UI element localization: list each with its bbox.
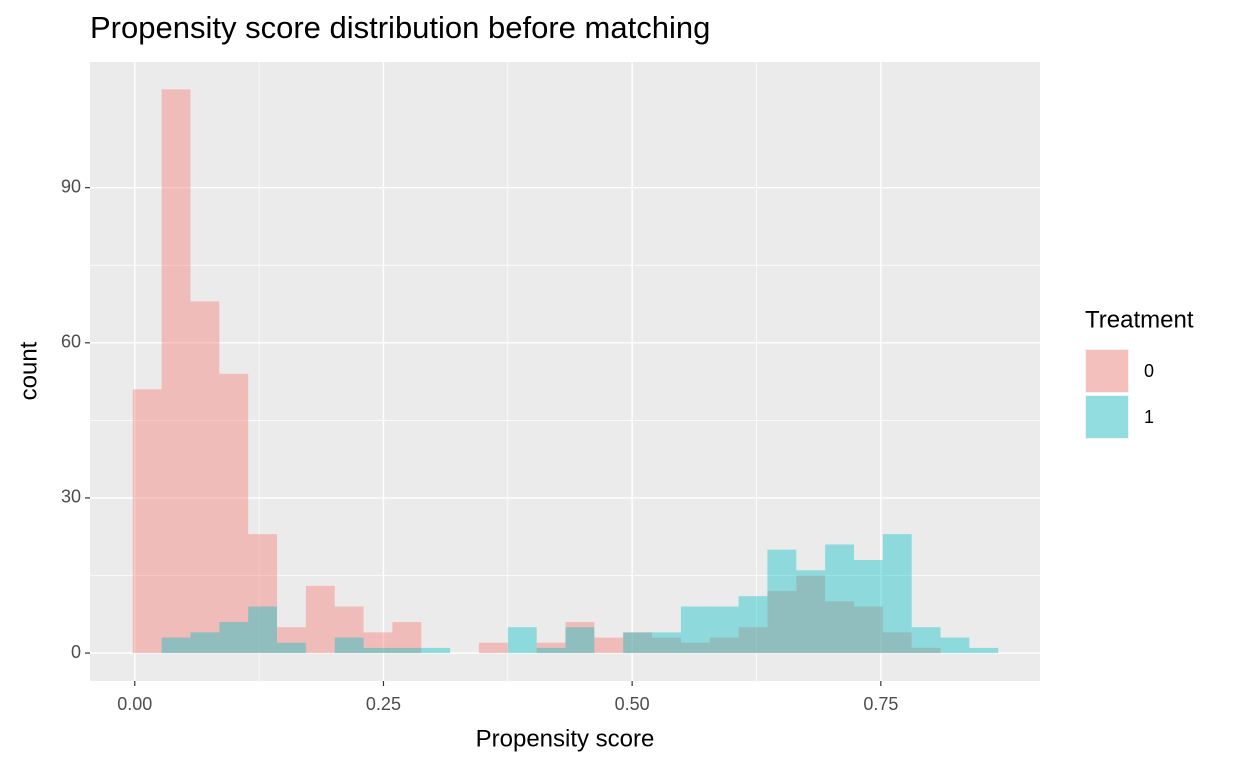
histogram-bar [161, 89, 191, 654]
legend-label: 0 [1144, 361, 1154, 381]
y-tick-label: 0 [71, 642, 81, 662]
histogram-bar [334, 637, 364, 654]
histogram-bar [882, 632, 912, 654]
histogram-bar [969, 647, 999, 654]
x-tick-label: 0.00 [117, 694, 152, 714]
histogram-bar [565, 627, 595, 654]
histogram-bar [161, 637, 191, 654]
legend-key-bg [1085, 395, 1129, 439]
histogram-bar [421, 647, 451, 654]
histogram-bar [507, 627, 537, 654]
histogram-bar [248, 534, 278, 654]
histogram-bar [911, 627, 941, 654]
chart-title: Propensity score distribution before mat… [90, 10, 710, 45]
histogram-bar [536, 647, 566, 654]
histogram-bar [623, 632, 653, 654]
y-axis-label: count [15, 341, 42, 400]
legend-key-bg [1085, 349, 1129, 393]
histogram-bar [680, 642, 710, 654]
x-tick-label: 0.50 [615, 694, 650, 714]
histogram-bar [305, 585, 335, 654]
histogram-bar [709, 637, 739, 654]
y-tick-label: 60 [61, 332, 81, 352]
histogram-bar [796, 575, 826, 654]
histogram-bar [767, 549, 797, 654]
histogram-bar [853, 606, 883, 654]
histogram-bar [277, 642, 306, 654]
histogram-bar [248, 606, 278, 654]
histogram-bar [219, 373, 249, 654]
histogram-bar [738, 596, 768, 654]
histogram-bar [594, 637, 624, 654]
x-axis-label: Propensity score [476, 725, 655, 752]
histogram-bar [277, 627, 306, 654]
histogram-bar [132, 389, 162, 654]
histogram-bar [623, 632, 653, 654]
y-tick-label: 90 [61, 176, 81, 196]
histogram-bar [392, 622, 422, 654]
histogram-bar [652, 637, 681, 654]
histogram-bar [363, 632, 393, 654]
histogram-bar [853, 559, 883, 654]
histogram-bar [680, 606, 710, 654]
x-tick-label: 0.75 [863, 694, 898, 714]
legend-key [1086, 350, 1128, 392]
histogram-bar [825, 544, 854, 654]
histogram-bar [392, 647, 422, 654]
histogram-bar [796, 570, 826, 654]
histogram-bar [738, 627, 768, 654]
histogram-bar [478, 642, 508, 654]
histogram-bar [219, 622, 249, 654]
histogram-bar [536, 642, 566, 654]
histogram-bar [190, 632, 220, 654]
histogram-bar [709, 606, 739, 654]
histogram-bar [940, 637, 970, 654]
histogram-bar [652, 632, 681, 654]
histogram-bar [882, 534, 912, 654]
histogram-bar [334, 606, 364, 654]
histogram-bar [767, 591, 797, 654]
histogram-bar [911, 647, 941, 654]
legend-title: Treatment [1085, 306, 1194, 333]
histogram-bar [825, 601, 854, 654]
plot-panel [90, 62, 1040, 681]
y-tick-label: 30 [61, 487, 81, 507]
histogram-bar [363, 647, 393, 654]
legend-key [1086, 396, 1128, 438]
x-tick-label: 0.25 [366, 694, 401, 714]
legend-label: 1 [1144, 407, 1154, 427]
histogram-bar [565, 622, 595, 654]
histogram-bar [190, 301, 220, 654]
